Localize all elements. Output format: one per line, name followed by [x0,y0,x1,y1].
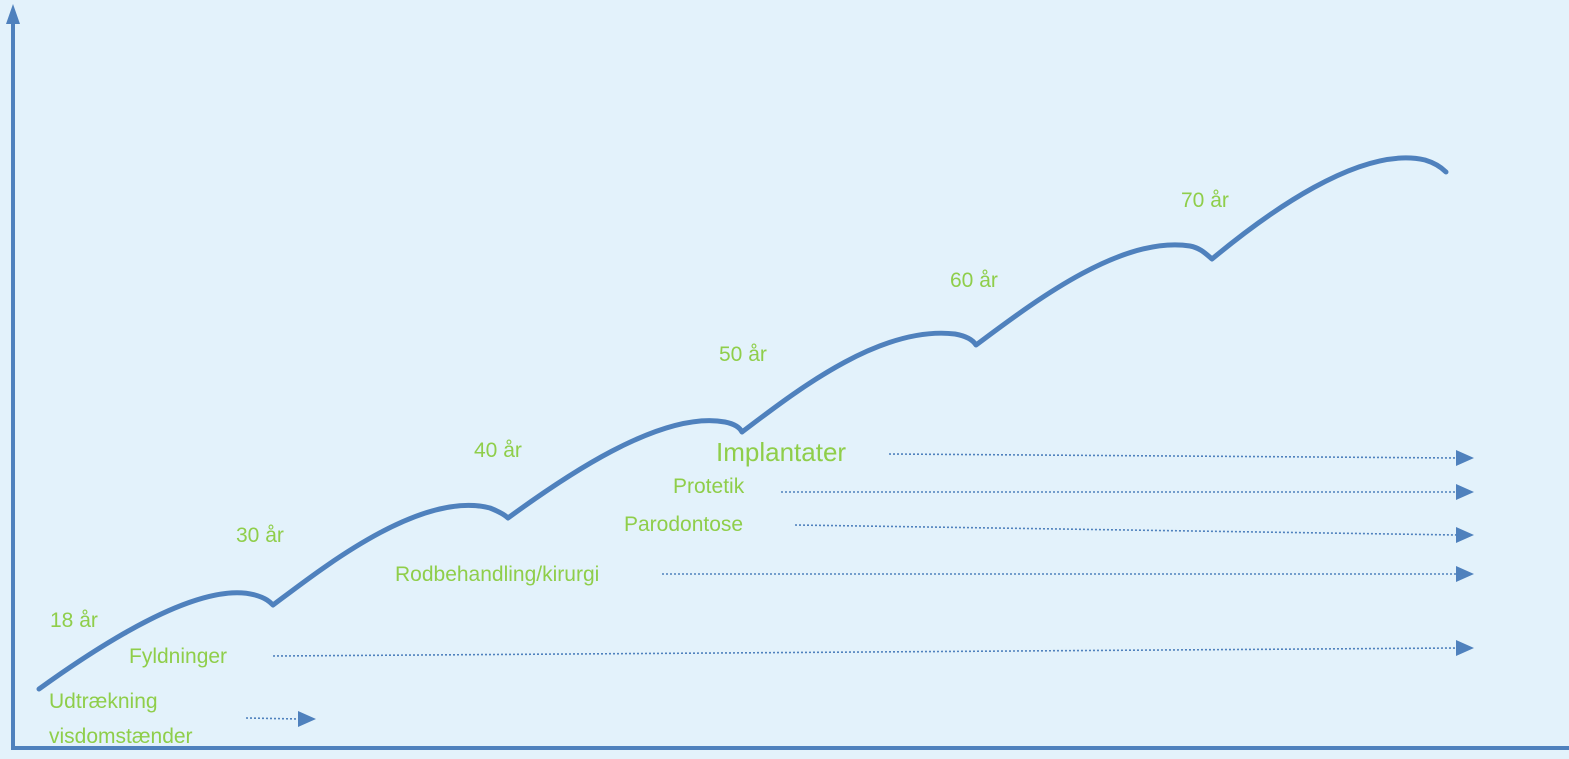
age-label-60: 60 år [950,269,998,292]
implantater-arrowhead [1456,450,1474,466]
age-label-40: 40 år [474,439,522,462]
age-curve [36,155,1449,692]
protetik-arrowhead [1456,484,1474,500]
treatment-label-protetik: Protetik [673,475,745,498]
age-label-30: 30 år [236,524,284,547]
parodontose-arrow [794,524,1459,536]
age-label-70: 70 år [1181,189,1229,212]
treatment-label-udtraekning-line2: visdomstænder [49,725,193,748]
age-label-50: 50 år [719,343,767,366]
parodontose-arrowhead [1456,527,1474,543]
treatment-label-parodontose: Parodontose [624,513,744,536]
treatment-label-fyldninger: Fyldninger [129,645,228,668]
y-axis-arrowhead [6,4,20,24]
treatment-label-rodbehandling: Rodbehandling/kirurgi [395,563,600,586]
rodbehandling-arrowhead [1456,566,1474,582]
fyldninger-arrow [272,647,1459,657]
treatment-label-udtraekning-line1: Udtrækning [49,690,158,713]
implantater-arrow [888,453,1459,459]
udtraekning-arrow [245,717,301,720]
fyldninger-arrowhead [1456,640,1474,656]
udtraekning-arrowhead [298,711,316,727]
age-label-18: 18 år [50,609,98,632]
treatment-label-implantater: Implantater [716,437,847,467]
